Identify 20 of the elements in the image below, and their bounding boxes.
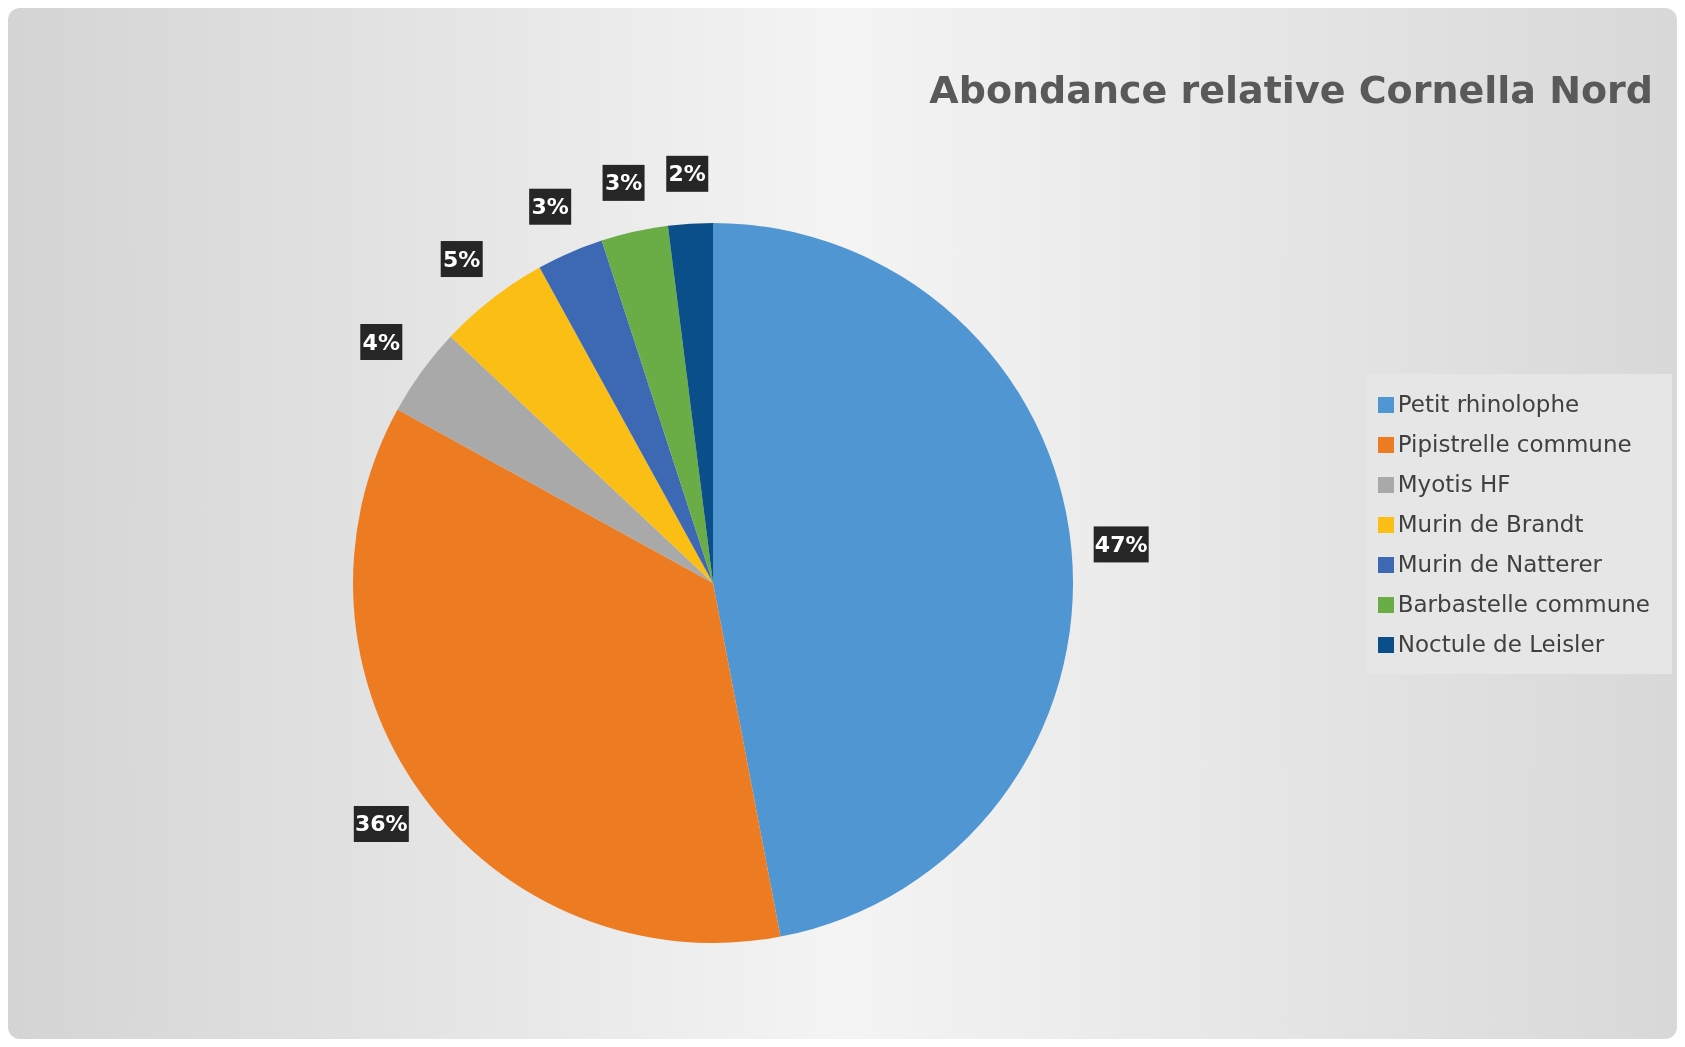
legend-label: Murin de Brandt (1397, 510, 1584, 537)
data-label: 36% (354, 811, 408, 837)
data-label: 3% (604, 170, 643, 196)
pie-slice (450, 267, 713, 583)
pie-slice (713, 223, 1073, 937)
pie-slice (353, 409, 781, 943)
data-label: 4% (362, 329, 400, 355)
legend-label: Pipistrelle commune (1397, 430, 1632, 457)
legend-label: Noctule de Leisler (1397, 630, 1605, 657)
legend-label: Petit rhinolophe (1397, 390, 1580, 417)
legend-label: Barbastelle commune (1397, 590, 1650, 617)
legend-label: Myotis HF (1397, 470, 1511, 497)
pie-slice (539, 240, 713, 583)
pie-slice (601, 225, 713, 583)
data-label: 5% (443, 246, 481, 272)
chart-title: Abondance relative Cornella Nord (929, 68, 1653, 112)
data-label: 47% (1094, 531, 1148, 557)
data-label: 3% (531, 194, 569, 220)
data-label: 2% (668, 161, 706, 187)
legend-label: Murin de Natterer (1397, 550, 1603, 577)
